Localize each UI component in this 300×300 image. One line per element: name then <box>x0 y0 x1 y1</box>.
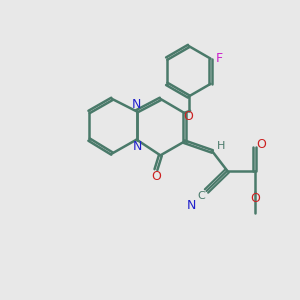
Text: H: H <box>217 141 225 151</box>
Text: O: O <box>256 138 266 151</box>
Text: N: N <box>133 140 142 153</box>
Text: C: C <box>197 191 205 201</box>
Text: O: O <box>184 110 194 123</box>
Text: O: O <box>151 170 161 183</box>
Text: N: N <box>187 200 196 212</box>
Text: O: O <box>250 192 260 205</box>
Text: F: F <box>216 52 223 64</box>
Text: N: N <box>131 98 141 111</box>
